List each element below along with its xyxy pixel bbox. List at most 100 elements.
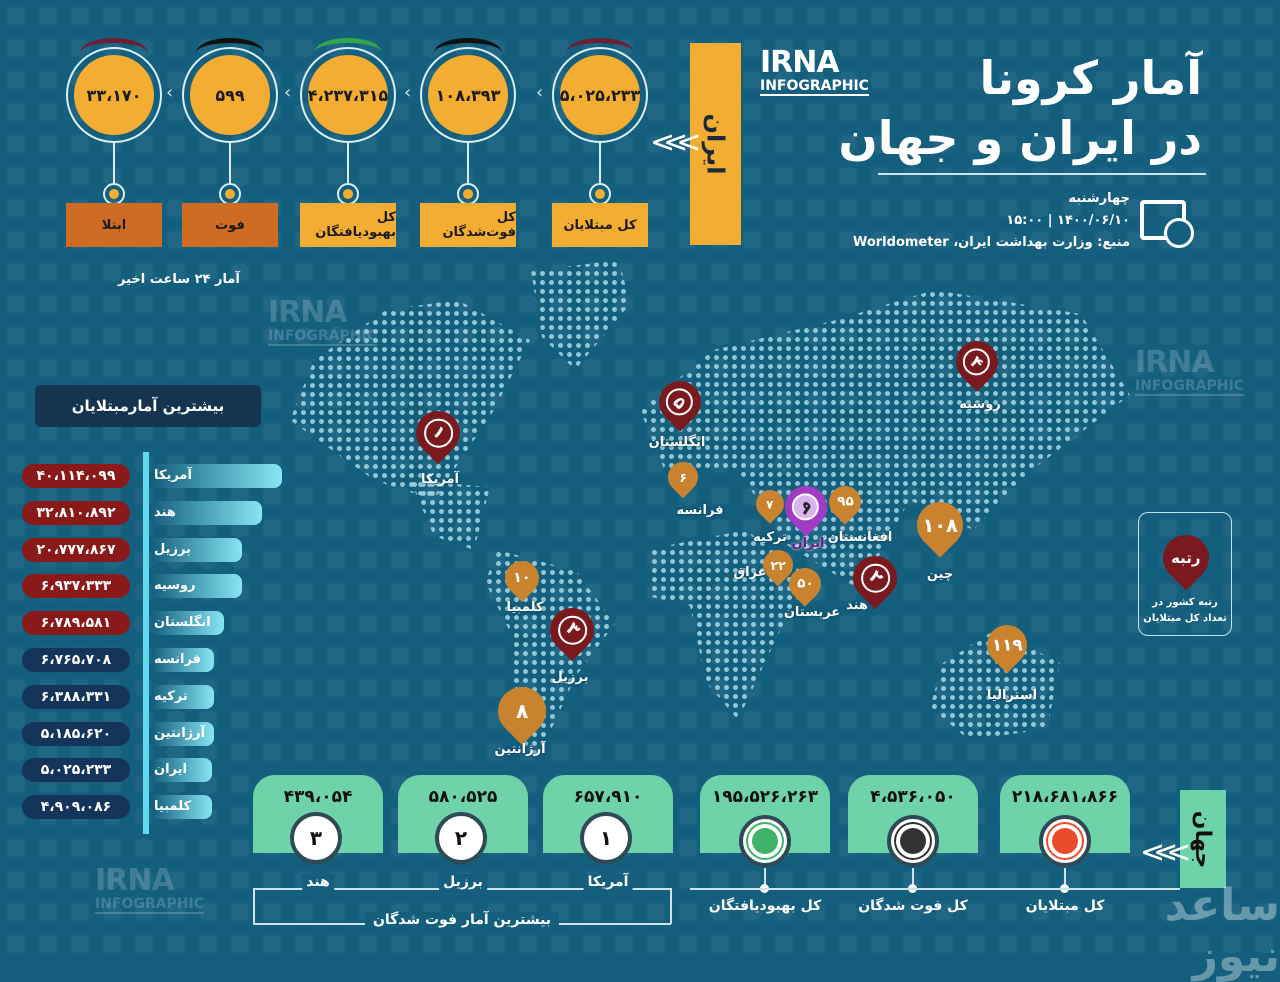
connector — [912, 868, 914, 888]
map-pin[interactable]: ۱۰۸ — [907, 492, 973, 558]
connector-dot — [103, 183, 125, 205]
map-pin[interactable]: ۵ — [650, 372, 710, 432]
country-name: آرژانتین — [152, 721, 214, 746]
stat-circle: ۱۰۸،۳۹۳ — [420, 38, 516, 143]
chevron-left-icon: ‹ — [284, 82, 292, 103]
stat-value: ۵۹۹ — [190, 55, 270, 135]
chevrons-icon: <<< — [1140, 835, 1192, 870]
pin-country-label: آمریکا — [421, 472, 459, 487]
stat-arc — [314, 38, 382, 68]
heart-pulse-icon — [739, 815, 791, 867]
date-source-block: چهارشنبه ۱۴۰۰/۰۶/۱۰ | ۱۵:۰۰ منبع: وزارت … — [853, 188, 1130, 254]
map-pin[interactable]: ۹ — [776, 477, 836, 537]
case-count: ۶،۹۳۷،۳۳۳ — [22, 574, 130, 599]
rank-badge: ۲ — [435, 812, 487, 864]
country-name: روسیه — [152, 574, 242, 599]
case-count: ۴،۹۰۹،۰۸۶ — [22, 795, 130, 820]
calendar-clock-icon — [1140, 200, 1194, 248]
country-name: هند — [302, 874, 334, 890]
list-divider — [143, 452, 149, 834]
legend-text: رتبه کشور در تعداد کل مبتلایان — [1143, 597, 1227, 624]
iran-stat: ۵،۰۲۵،۲۳۳ کل مبتلایان — [552, 38, 648, 247]
stat-circle: ۵۹۹ — [182, 38, 278, 143]
stat-label: کل مبتلایان — [1025, 898, 1105, 914]
map-pin[interactable]: ۶ — [661, 455, 705, 499]
map-pin[interactable]: ۷ — [750, 484, 790, 524]
case-count: ۳۲،۸۱۰،۸۹۲ — [22, 500, 130, 525]
stat-value: ۵،۰۲۵،۲۳۳ — [560, 55, 640, 135]
virus-black-icon — [887, 815, 939, 867]
pin-country-label: عربستان — [783, 605, 841, 620]
world-section-label: جهان — [1180, 790, 1226, 888]
death-count: ۵۸۰،۵۲۵ — [428, 787, 498, 807]
stat-value: ۴،۵۳۶،۰۵۰ — [870, 787, 956, 807]
pin-country-label: انگلستان — [648, 435, 706, 450]
country-name: ایران — [152, 758, 212, 783]
rank-badge: ۳ — [290, 812, 342, 864]
country-name: هند — [152, 500, 262, 525]
iran-stat: ۳۳،۱۷۰ ابتلا — [66, 38, 162, 247]
chevrons-icon: <<< — [650, 125, 702, 160]
map-pin[interactable]: ۹۵ — [822, 479, 868, 525]
bracket-edge — [253, 888, 255, 924]
map-pin[interactable]: ۵۰ — [782, 561, 828, 607]
country-name: آمریکا — [583, 874, 633, 890]
top-infected-title: بیشترین آمارمبتلایان — [35, 385, 261, 427]
map-pin[interactable]: ۸ — [488, 677, 556, 745]
connector — [599, 143, 601, 185]
case-count: ۴۰،۱۱۴،۰۹۹ — [22, 464, 130, 488]
pin-country-label: عراق — [733, 565, 767, 580]
connector-dot — [337, 183, 359, 205]
case-count: ۶،۷۶۵،۷۰۸ — [22, 648, 130, 672]
stat-label: ابتلا — [66, 203, 162, 247]
stat-arc — [80, 38, 148, 68]
pin-country-label: آرژانتین — [494, 742, 546, 757]
source-text: منبع: وزارت بهداشت ایران، Worldometer — [852, 235, 1130, 250]
stat-arc — [566, 38, 634, 68]
top-deaths-title: بیشترین آمار فوت شدگان — [364, 912, 560, 928]
map-pin[interactable]: ۱ — [406, 401, 470, 465]
stat-arc — [196, 38, 264, 68]
pin-country-label: ترکیه — [753, 530, 787, 545]
map-pin[interactable]: ۱۱۹ — [978, 616, 1036, 674]
pin-country-label: کلمبیا — [506, 600, 544, 615]
country-name: فرانسه — [152, 648, 214, 672]
country-name: آمریکا — [152, 464, 282, 488]
irna-logo: IRNA INFOGRAPHIC — [760, 45, 869, 96]
connector — [347, 143, 349, 185]
connector — [1064, 868, 1066, 888]
case-count: ۲۰،۷۷۷،۸۶۷ — [22, 537, 130, 562]
datetime-text: ۱۴۰۰/۰۶/۱۰ | ۱۵:۰۰ — [1006, 213, 1130, 228]
map-pin[interactable]: ۱۰ — [497, 553, 547, 603]
country-name: انگلستان — [152, 611, 224, 636]
stat-value: ۴،۲۳۷،۳۱۵ — [308, 55, 388, 135]
death-count: ۶۵۷،۹۱۰ — [573, 787, 643, 807]
world-timeline — [690, 888, 1180, 890]
connector — [113, 143, 115, 185]
case-count: ۵،۰۲۵،۲۳۳ — [22, 758, 130, 783]
connector-dot — [589, 183, 611, 205]
watermark-logo: IRNA INFOGRAPHIC — [95, 863, 204, 914]
connector — [229, 143, 231, 185]
pin-country-label: فرانسه — [676, 503, 724, 518]
stat-circle: ۳۳،۱۷۰ — [66, 38, 162, 143]
connector — [467, 143, 469, 185]
map-pin[interactable]: ۲ — [843, 546, 907, 610]
country-name: برزیل — [439, 874, 487, 890]
connector-dot — [457, 183, 479, 205]
map-legend: رتبه رتبه کشور در تعداد کل مبتلایان — [1138, 512, 1232, 636]
stat-label: کل فوت شدگان — [858, 898, 968, 914]
iran-stat: ۱۰۸،۳۹۳ کل فوت‌شدگان — [420, 38, 516, 247]
rank-badge: ۱ — [580, 812, 632, 864]
case-count: ۶،۷۸۹،۵۸۱ — [22, 611, 130, 636]
country-name: برزیل — [152, 537, 242, 562]
last-24h-caption: آمار ۲۴ ساعت اخیر — [118, 272, 240, 287]
stat-label: کل فوت‌شدگان — [420, 203, 516, 247]
iran-section-label: ایران — [690, 43, 741, 245]
stat-value: ۱۰۸،۳۹۳ — [428, 55, 508, 135]
map-pin[interactable]: ۴ — [947, 332, 1007, 392]
map-pin[interactable]: ۳ — [540, 598, 604, 662]
saed-news-watermark: ساعد نیوز — [1164, 880, 1280, 982]
case-count: ۶،۳۸۸،۳۳۱ — [22, 684, 130, 709]
country-name: کلمبیا — [152, 795, 212, 820]
